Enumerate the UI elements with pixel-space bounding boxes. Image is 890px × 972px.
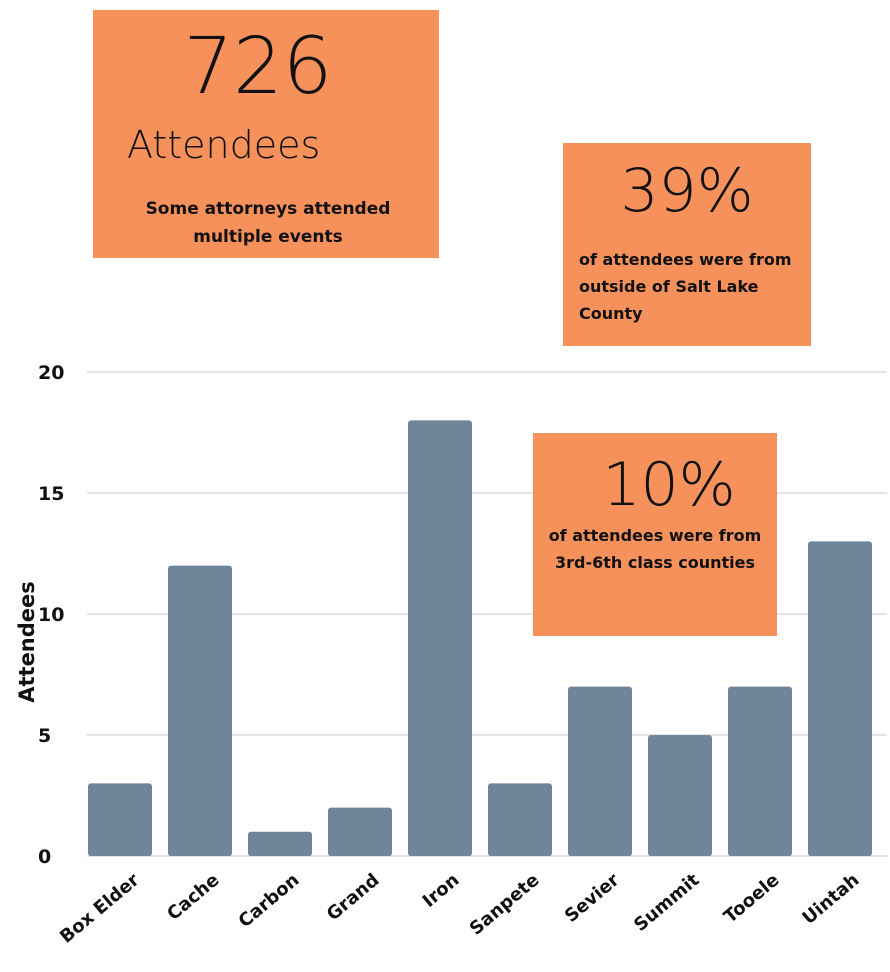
y-tick-labels: 0 5 10 15 20 bbox=[38, 362, 64, 868]
total-attendees-callout: 726 Attendees Some attorneys attended mu… bbox=[93, 10, 439, 258]
bar-cache bbox=[168, 565, 232, 856]
y-tick-label: 15 bbox=[38, 483, 64, 505]
class-counties-percent: 10% bbox=[602, 450, 736, 520]
y-tick-label: 0 bbox=[38, 846, 51, 868]
outside-salt-lake-callout: 39% of attendees were from outside of Sa… bbox=[563, 143, 811, 346]
x-tick-label: Uintah bbox=[798, 870, 863, 929]
bar-box-elder bbox=[88, 783, 152, 856]
x-tick-label: Grand bbox=[323, 870, 384, 926]
x-tick-label: Sevier bbox=[561, 869, 624, 926]
bar-tooele bbox=[728, 686, 792, 856]
outside-salt-lake-percent: 39% bbox=[620, 156, 754, 226]
total-attendees-label: Attendees bbox=[127, 123, 321, 167]
y-axis-label: Attendees bbox=[15, 581, 39, 703]
x-tick-label: Carbon bbox=[235, 870, 304, 933]
class-counties-callout: 10% of attendees were from 3rd-6th class… bbox=[533, 433, 777, 636]
x-tick-label: Box Elder bbox=[56, 869, 143, 947]
bar-carbon bbox=[248, 831, 312, 856]
y-tick-label: 10 bbox=[38, 604, 64, 626]
bar-uintah bbox=[808, 541, 872, 856]
total-attendees-note: Some attorneys attended multiple events bbox=[145, 199, 391, 247]
bars bbox=[88, 420, 872, 856]
outside-salt-lake-note: of attendees were from outside of Salt L… bbox=[579, 250, 792, 323]
y-tick-label: 20 bbox=[38, 362, 64, 384]
x-tick-label: Iron bbox=[419, 870, 464, 912]
bar-iron bbox=[408, 420, 472, 856]
bar-sevier bbox=[568, 686, 632, 856]
bar-sanpete bbox=[488, 783, 552, 856]
bar-summit bbox=[648, 735, 712, 856]
x-tick-labels: Box Elder Cache Carbon Grand Iron Sanpete Sevi… bbox=[56, 869, 863, 947]
x-tick-label: Summit bbox=[630, 869, 704, 936]
x-tick-label: Cache bbox=[163, 870, 223, 925]
class-counties-note: of attendees were from 3rd-6th class cou… bbox=[548, 526, 762, 572]
x-tick-label: Sanpete bbox=[466, 870, 544, 940]
bar-grand bbox=[328, 807, 392, 856]
total-attendees-number: 726 bbox=[183, 22, 333, 112]
y-tick-label: 5 bbox=[38, 725, 51, 747]
x-tick-label: Tooele bbox=[720, 870, 783, 928]
